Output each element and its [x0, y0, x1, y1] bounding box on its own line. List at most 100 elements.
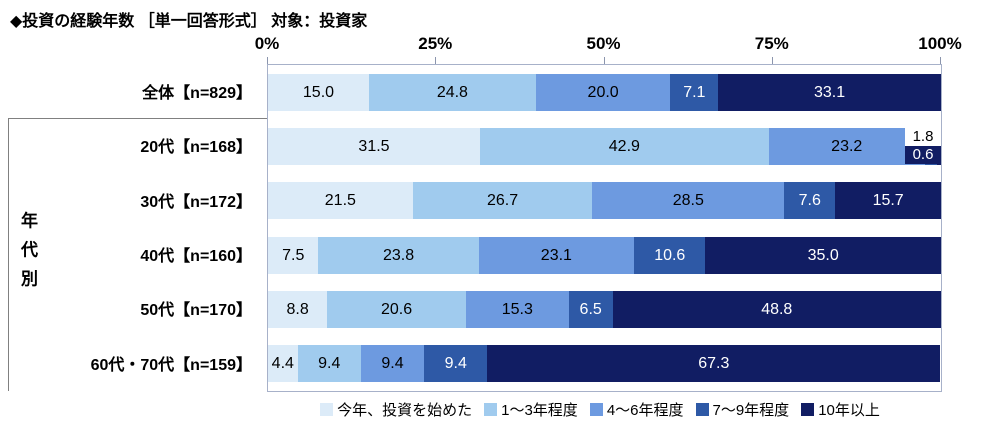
axis-tick-label: 75%	[754, 34, 789, 53]
value-label: 7.6	[798, 192, 821, 210]
value-label: 15.3	[501, 301, 533, 318]
category-label: 40代【n=160】	[140, 248, 252, 266]
bar-segment: 4.4	[268, 345, 298, 383]
axis-tick-label: 0%	[254, 34, 280, 53]
bar-segment: 20.0	[535, 73, 671, 111]
bar-segment: 6.5	[568, 291, 613, 328]
category-label: 30代【n=172】	[140, 193, 252, 211]
legend-label: 4～6年程度	[606, 401, 684, 419]
bar-segment: 7.1	[670, 73, 719, 111]
axis-tick-mark	[771, 57, 773, 64]
bar-row: 7.5 23.8 23.1 10.6 35.0	[268, 236, 941, 274]
legend: 今年、投資を始めた 1～3年程度 4～6年程度 7～9年程度 10年以上	[245, 396, 955, 422]
bar-segment: 15.3	[465, 291, 569, 328]
bar-segment: 9.4	[360, 345, 425, 383]
bar-segment: 28.5	[592, 182, 785, 220]
bar-segment: 33.1	[718, 73, 941, 111]
bar-segment: 9.4	[297, 345, 361, 383]
value-label: 7.5	[282, 246, 305, 264]
value-label: 15.0	[302, 83, 335, 101]
value-label: 26.7	[486, 192, 519, 210]
value-label: 10.6	[654, 246, 686, 264]
value-label: 9.4	[381, 355, 404, 373]
legend-marker	[320, 402, 334, 416]
legend-label: 10年以上	[818, 401, 880, 419]
category-label: 全体【n=829】	[142, 85, 252, 103]
bar-segment: 42.9	[479, 128, 769, 165]
value-label: 35.0	[807, 246, 839, 264]
category-labels: 全体【n=829】 20代【n=168】 30代【n=172】 40代【n=160】 5…	[0, 64, 258, 390]
value-label: 24.8	[436, 83, 468, 101]
bar-segment: 26.7	[412, 182, 593, 220]
bar-row: 21.5 26.7 28.5 7.6 15.7	[268, 182, 941, 220]
value-label: 23.8	[382, 246, 415, 264]
legend-label: 7～9年程度	[712, 401, 790, 419]
bar-segment: 24.8	[368, 73, 536, 111]
value-label: 67.3	[698, 355, 730, 373]
legend-marker	[695, 402, 709, 416]
legend-item: 今年、投資を始めた	[320, 399, 472, 420]
legend-label: 今年、投資を始めた	[337, 401, 473, 419]
value-label: 9.4	[318, 355, 341, 373]
legend-marker	[484, 402, 498, 416]
value-label: 7.1	[683, 83, 706, 101]
bar-row: 8.8 20.6 15.3 6.5 48.8	[268, 291, 941, 328]
legend-marker	[801, 402, 815, 416]
axis-tick-label: 50%	[586, 34, 621, 53]
value-label: 42.9	[608, 138, 640, 155]
legend-item: 7～9年程度	[695, 399, 790, 420]
legend-marker	[589, 402, 603, 416]
x-axis: 0% 25% 50% 75% 100%	[255, 34, 962, 64]
value-label: 20.0	[587, 83, 619, 101]
value-label: 1.8	[905, 128, 941, 146]
bar-segment: 23.1	[478, 236, 635, 274]
bar-row: 31.5 42.9 23.2 1.8 0.6	[268, 128, 941, 165]
bar-segment: 67.3	[487, 345, 941, 383]
category-label: 60代・70代【n=159】	[90, 356, 252, 374]
bar-segment: 48.8	[612, 291, 941, 328]
bar-segment: 7.5	[268, 236, 319, 274]
bar-segment: 15.7	[835, 182, 941, 220]
value-label: 23.2	[831, 138, 863, 155]
value-label: 23.1	[540, 246, 572, 264]
value-label: 21.5	[324, 192, 356, 210]
value-label: 15.7	[872, 192, 904, 210]
bar-segment: 10.6	[634, 236, 706, 274]
plot-area: 15.0 24.8 20.0 7.1 33.1 31.5 42.9 23.2 1.8 0.6 21.…	[267, 64, 942, 392]
legend-item: 10年以上	[801, 399, 880, 420]
category-label: 20代【n=168】	[140, 139, 252, 157]
value-label: 31.5	[358, 138, 390, 155]
legend-item: 1～3年程度	[484, 399, 578, 420]
chart-title: ◆投資の経験年数 ［単一回答形式］ 対象：投資家	[10, 13, 368, 30]
axis-tick-label: 25%	[418, 34, 453, 53]
axis-tick-mark	[940, 57, 941, 64]
bar-segment: 7.6	[784, 182, 836, 220]
bar-segment: 9.4	[424, 345, 488, 383]
axis-tick-label: 100%	[918, 34, 962, 53]
bar-segment: 15.0	[268, 73, 369, 111]
value-label: 48.8	[761, 301, 793, 318]
value-label: 6.5	[579, 301, 602, 318]
value-label: 9.4	[444, 355, 467, 373]
bar-segment: 23.2	[768, 128, 925, 165]
value-label: 8.8	[286, 301, 309, 318]
axis-tick-mark	[435, 57, 437, 64]
bar-segment: 31.5	[268, 128, 480, 165]
axis-tick-mark	[603, 57, 605, 64]
bar-segment: 35.0	[705, 236, 941, 274]
value-label: 0.6	[905, 146, 941, 164]
value-label: 4.4	[271, 355, 294, 373]
bar-segment: 8.8	[268, 291, 328, 328]
value-label: 33.1	[814, 83, 846, 101]
bar-segment: 20.6	[327, 291, 466, 328]
bar-segment: 21.5	[268, 182, 413, 220]
legend-label: 1～3年程度	[501, 401, 578, 419]
bar-row: 15.0 24.8 20.0 7.1 33.1	[268, 73, 941, 111]
bar-segment: 23.8	[318, 236, 479, 274]
legend-item: 4～6年程度	[589, 399, 684, 420]
category-label: 50代【n=170】	[140, 302, 252, 320]
bar-row: 4.4 9.4 9.4 9.4 67.3	[268, 345, 941, 383]
value-label: 28.5	[672, 192, 704, 210]
value-label: 20.6	[380, 301, 413, 318]
